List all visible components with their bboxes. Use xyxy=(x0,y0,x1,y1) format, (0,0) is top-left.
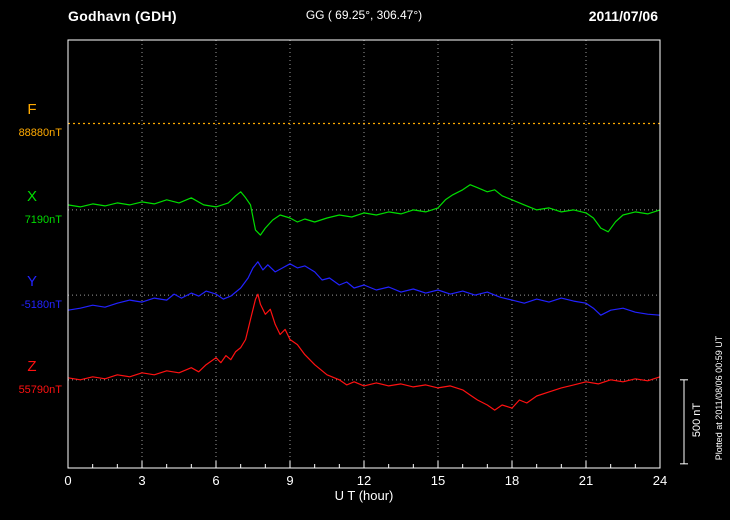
x-tick-label: 15 xyxy=(431,473,445,488)
series-letter-F: F xyxy=(27,101,37,119)
trace-Y xyxy=(67,261,661,316)
geographic-coordinates: GG ( 69.25°, 306.47°) xyxy=(305,8,423,22)
plot-frame xyxy=(67,39,661,469)
plot-date: 2011/07/06 xyxy=(588,8,658,24)
plotted-timestamp-note: Plotted at 2011/08/06 00:59 UT xyxy=(714,335,724,461)
x-tick-label: 12 xyxy=(357,473,371,488)
station-title: Godhavn (GDH) xyxy=(68,8,177,24)
trace-X xyxy=(67,184,661,236)
series-letter-Z: Z xyxy=(27,357,37,375)
x-tick-label: 6 xyxy=(212,473,219,488)
series-letter-Y: Y xyxy=(26,273,37,291)
x-tick-label: 18 xyxy=(505,473,519,488)
x-tick-label: 21 xyxy=(579,473,593,488)
x-tick-label: 9 xyxy=(286,473,293,488)
series-baseline-value-X: 7190nT xyxy=(24,213,62,226)
series-baseline-value-Y: -5180nT xyxy=(21,299,62,312)
trace-Z xyxy=(67,293,661,411)
x-tick-label: 0 xyxy=(64,473,71,488)
scale-bar-label: 500 nT xyxy=(691,402,703,438)
series-baseline-value-F: 88880nT xyxy=(18,127,62,140)
x-axis-label: U T (hour) xyxy=(334,488,394,503)
series-letter-X: X xyxy=(26,187,37,205)
x-tick-label: 24 xyxy=(653,473,667,488)
series-baseline-value-Z: 55790nT xyxy=(18,383,62,396)
x-tick-label: 3 xyxy=(138,473,145,488)
